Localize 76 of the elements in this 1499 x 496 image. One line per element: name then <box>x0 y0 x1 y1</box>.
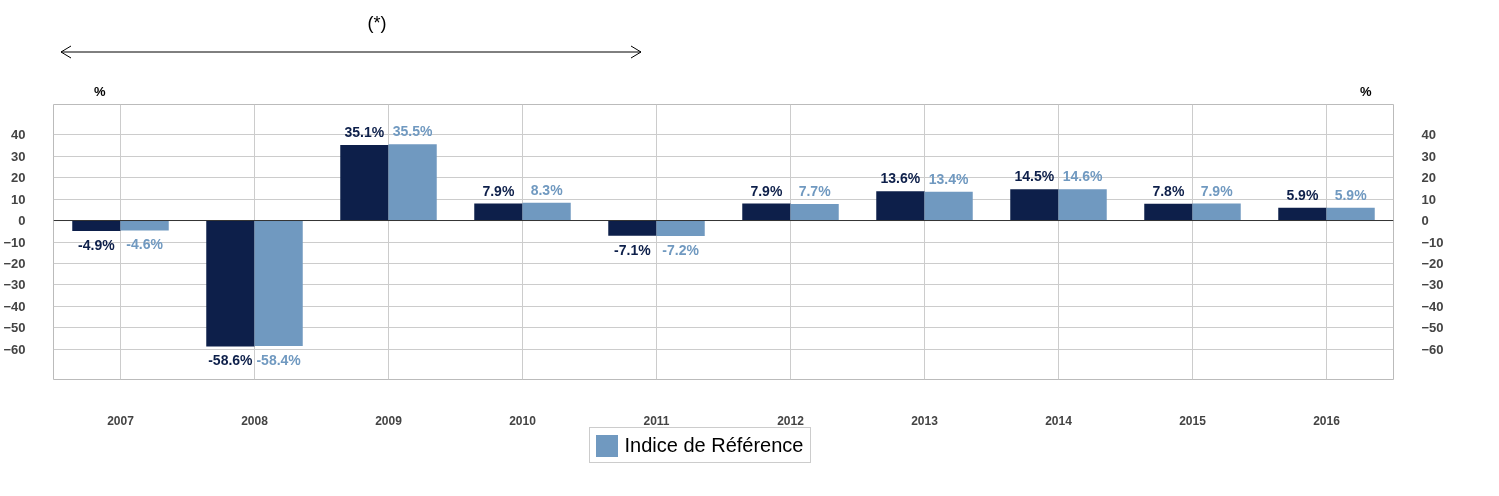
bar <box>474 203 523 221</box>
data-label: 7.9% <box>750 182 783 199</box>
bar <box>656 220 705 236</box>
data-label: 7.8% <box>1152 182 1185 199</box>
x-tick-label: 2013 <box>911 413 939 428</box>
y2-tick-label: −50 <box>1421 320 1444 336</box>
y-tick-label: −60 <box>3 341 26 357</box>
data-label: 8.3% <box>530 181 564 198</box>
data-label: 13.6% <box>880 170 921 187</box>
y2-tick-label: −60 <box>1421 341 1444 357</box>
data-label: 35.5% <box>392 123 434 140</box>
y2-tick-label: 0 <box>1421 213 1429 229</box>
bar <box>120 220 169 231</box>
bar <box>1326 207 1375 221</box>
bar <box>608 220 657 236</box>
bar <box>1278 207 1327 221</box>
data-label: 5.9% <box>1286 186 1319 203</box>
bar <box>254 220 303 346</box>
data-label: 7.7% <box>798 182 832 199</box>
data-label: 5.9% <box>1334 186 1368 203</box>
y-tick-label: 0 <box>18 213 26 229</box>
y2-tick-label: −20 <box>1421 255 1444 271</box>
y2-tick-label: 20 <box>1421 170 1436 186</box>
y-tick-label: 20 <box>11 170 26 186</box>
y-tick-label: −10 <box>3 234 26 250</box>
y-tick-label: 40 <box>11 127 26 143</box>
data-label: 13.4% <box>928 170 970 187</box>
x-tick-label: 2007 <box>107 413 135 428</box>
data-label: -4.9% <box>78 237 116 254</box>
bar <box>924 191 973 221</box>
bar <box>388 144 437 221</box>
y2-tick-label: 10 <box>1421 191 1436 207</box>
data-label: 14.5% <box>1014 168 1055 185</box>
x-tick-label: 2011 <box>643 413 670 428</box>
data-label: -58.4% <box>256 351 302 368</box>
data-label: 7.9% <box>1200 182 1234 199</box>
data-label: -7.1% <box>614 241 652 258</box>
text: (*) <box>367 12 387 33</box>
y2-tick-label: −10 <box>1421 234 1444 250</box>
y-tick-label: −30 <box>3 277 26 293</box>
bar <box>1144 203 1193 221</box>
bar <box>1192 203 1241 221</box>
y-tick-label: 10 <box>11 191 26 207</box>
y-axis-title: % <box>93 83 106 99</box>
x-tick-label: 2014 <box>1045 413 1073 428</box>
y-tick-label: −20 <box>3 255 26 271</box>
y-tick-label: −40 <box>3 298 26 314</box>
x-tick-label: 2015 <box>1179 413 1207 428</box>
data-label: -4.6% <box>126 236 164 253</box>
bar <box>206 220 255 347</box>
bar <box>72 220 121 232</box>
y2-tick-label: −40 <box>1421 298 1444 314</box>
y2-tick-label: 40 <box>1421 127 1436 143</box>
x-tick-label: 2009 <box>375 413 403 428</box>
bar <box>742 203 791 221</box>
bar <box>1058 189 1107 221</box>
x-tick-label: 2010 <box>509 413 537 428</box>
y2-tick-label: 30 <box>1421 148 1436 164</box>
x-tick-label: 2016 <box>1313 413 1341 428</box>
x-tick-label: 2012 <box>777 413 805 428</box>
bar <box>1010 189 1059 221</box>
y2-tick-label: −30 <box>1421 277 1444 293</box>
data-label: -7.2% <box>662 241 700 258</box>
x-tick-label: 2008 <box>241 413 269 428</box>
bar <box>876 191 925 221</box>
bar <box>340 145 389 221</box>
data-label: 7.9% <box>482 182 515 199</box>
y-tick-label: 30 <box>11 148 26 164</box>
data-label: 35.1% <box>344 124 385 141</box>
y-tick-label: −50 <box>3 320 26 336</box>
bar <box>790 203 839 221</box>
data-label: 14.6% <box>1062 168 1104 185</box>
bar <box>522 202 571 221</box>
legend-label: Indice de Référence <box>624 434 804 457</box>
y2-axis-title: % <box>1360 83 1373 99</box>
data-label: -58.6% <box>208 352 254 369</box>
